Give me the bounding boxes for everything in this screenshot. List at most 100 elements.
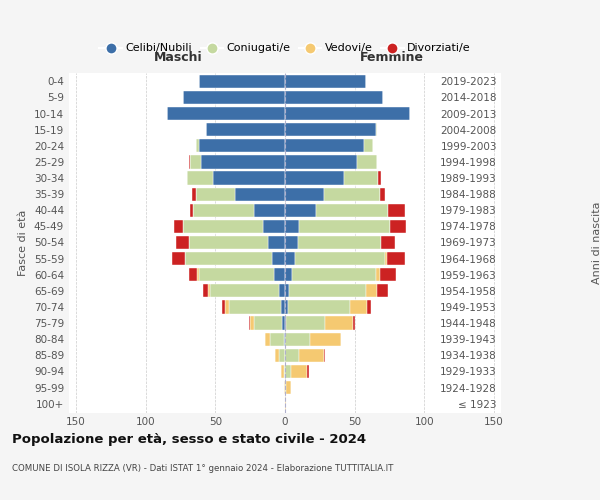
Bar xyxy=(387,252,405,265)
Bar xyxy=(285,75,366,88)
Bar xyxy=(389,220,406,233)
Bar xyxy=(193,204,254,217)
Bar xyxy=(295,252,385,265)
Bar xyxy=(190,156,202,168)
Bar xyxy=(285,365,290,378)
Bar xyxy=(285,204,316,217)
Bar xyxy=(199,268,274,281)
Bar xyxy=(284,381,285,394)
Text: Femmine: Femmine xyxy=(361,52,424,64)
Bar xyxy=(208,284,210,298)
Bar xyxy=(380,188,385,201)
Bar xyxy=(189,268,197,281)
Bar xyxy=(282,316,285,330)
Bar xyxy=(376,123,377,136)
Bar xyxy=(299,220,389,233)
Bar xyxy=(225,300,229,314)
Bar xyxy=(325,316,353,330)
Bar xyxy=(285,188,324,201)
Bar xyxy=(285,220,299,233)
Bar xyxy=(364,139,373,152)
Bar xyxy=(366,284,377,298)
Bar xyxy=(206,123,285,136)
Bar xyxy=(285,332,310,346)
Bar xyxy=(268,236,285,249)
Bar xyxy=(183,91,285,104)
Bar xyxy=(367,300,371,314)
Bar xyxy=(285,252,295,265)
Bar xyxy=(196,139,199,152)
Text: COMUNE DI ISOLA RIZZA (VR) - Dati ISTAT 1° gennaio 2024 - Elaborazione TUTTITALI: COMUNE DI ISOLA RIZZA (VR) - Dati ISTAT … xyxy=(12,464,394,473)
Bar xyxy=(388,204,405,217)
Bar xyxy=(285,284,289,298)
Bar xyxy=(173,220,183,233)
Bar xyxy=(285,348,299,362)
Bar xyxy=(229,300,281,314)
Bar xyxy=(254,204,285,217)
Y-axis label: Fasce di età: Fasce di età xyxy=(19,210,28,276)
Bar xyxy=(222,300,225,314)
Bar xyxy=(167,107,285,120)
Bar xyxy=(285,107,410,120)
Bar xyxy=(324,188,380,201)
Text: Anni di nascita: Anni di nascita xyxy=(592,201,600,284)
Bar xyxy=(190,204,193,217)
Bar xyxy=(265,332,269,346)
Bar xyxy=(285,91,383,104)
Bar xyxy=(280,284,285,298)
Bar xyxy=(196,188,235,201)
Bar xyxy=(286,381,290,394)
Bar xyxy=(385,252,387,265)
Bar xyxy=(285,397,286,410)
Bar xyxy=(250,316,254,330)
Bar xyxy=(199,75,285,88)
Bar xyxy=(183,220,263,233)
Bar xyxy=(281,365,284,378)
Bar xyxy=(235,188,285,201)
Bar xyxy=(285,316,286,330)
Bar xyxy=(289,284,366,298)
Bar xyxy=(269,332,284,346)
Bar xyxy=(379,172,381,184)
Bar xyxy=(172,252,185,265)
Bar xyxy=(176,236,189,249)
Bar xyxy=(380,268,397,281)
Bar xyxy=(324,348,325,362)
Bar xyxy=(210,284,280,298)
Bar xyxy=(197,268,199,281)
Bar xyxy=(187,172,212,184)
Bar xyxy=(285,172,344,184)
Bar xyxy=(284,332,285,346)
Bar xyxy=(285,381,286,394)
Bar xyxy=(285,139,364,152)
Text: Maschi: Maschi xyxy=(154,52,202,64)
Bar xyxy=(272,252,285,265)
Bar xyxy=(212,172,285,184)
Bar xyxy=(284,365,285,378)
Bar xyxy=(377,284,388,298)
Bar xyxy=(199,139,285,152)
Bar xyxy=(298,236,381,249)
Bar xyxy=(285,236,298,249)
Bar xyxy=(381,236,395,249)
Bar xyxy=(376,268,380,281)
Bar xyxy=(310,332,341,346)
Bar xyxy=(263,220,285,233)
Bar xyxy=(299,348,324,362)
Bar xyxy=(307,365,308,378)
Bar xyxy=(280,348,285,362)
Bar xyxy=(281,300,285,314)
Bar xyxy=(285,268,292,281)
Bar xyxy=(274,268,285,281)
Text: Popolazione per età, sesso e stato civile - 2024: Popolazione per età, sesso e stato civil… xyxy=(12,432,366,446)
Bar xyxy=(358,156,377,168)
Bar xyxy=(292,268,376,281)
Bar xyxy=(285,300,288,314)
Bar xyxy=(286,316,325,330)
Legend: Celibi/Nubili, Coniugati/e, Vedovi/e, Divorziati/e: Celibi/Nubili, Coniugati/e, Vedovi/e, Di… xyxy=(95,39,475,58)
Bar xyxy=(353,316,355,330)
Bar xyxy=(285,123,376,136)
Bar xyxy=(288,300,350,314)
Bar xyxy=(350,300,367,314)
Bar xyxy=(254,316,282,330)
